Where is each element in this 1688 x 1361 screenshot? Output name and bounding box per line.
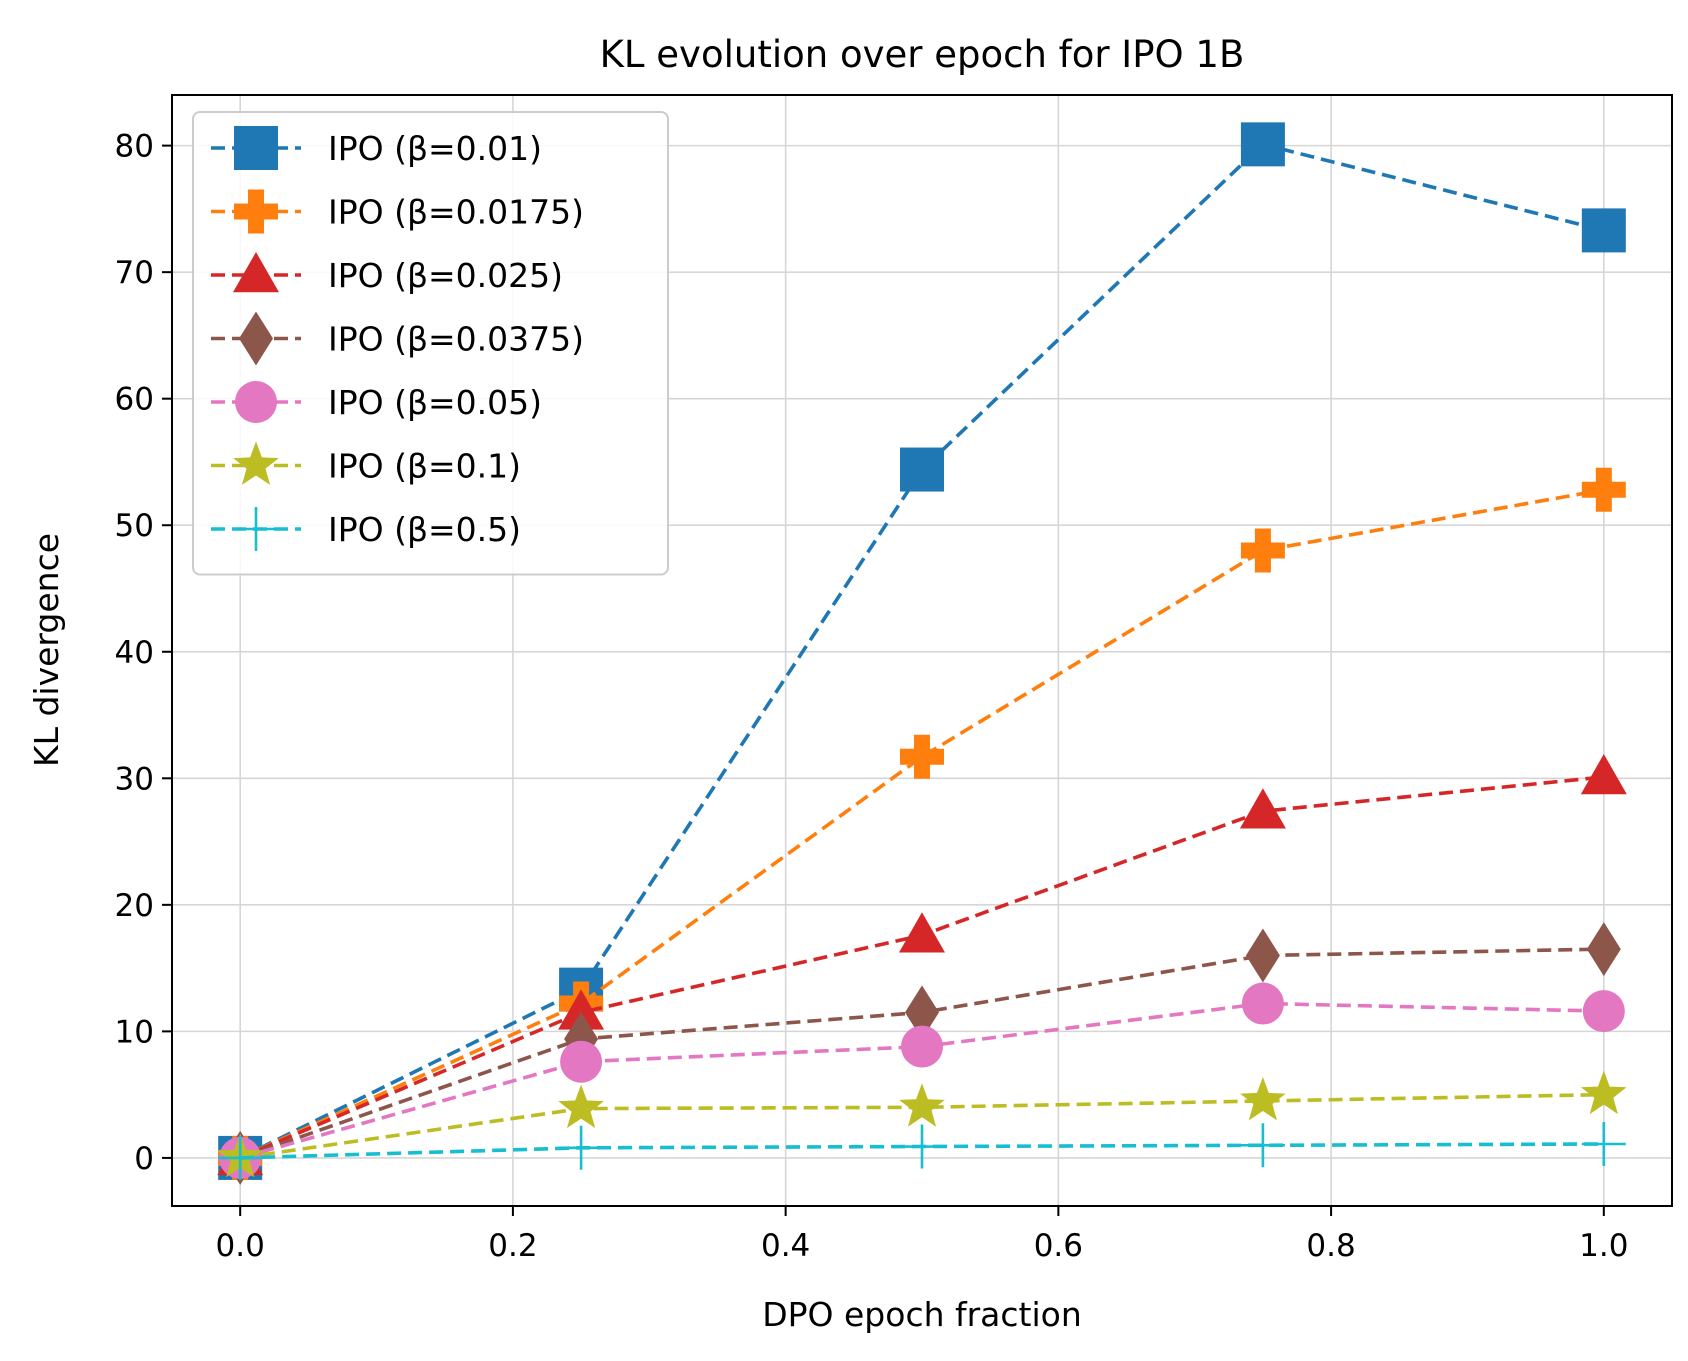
y-tick-label: 20 [115,888,154,924]
legend-label: IPO (β=0.01) [328,129,542,168]
legend-label: IPO (β=0.05) [328,383,542,422]
legend-entry: IPO (β=0.05) [211,381,542,423]
series-line [239,488,1605,1160]
x-tick-label: 0.4 [761,1228,810,1264]
data-point [559,1125,604,1170]
legend-entry: IPO (β=0.0175) [211,189,584,234]
data-point [560,1040,603,1083]
legend-entry: IPO (β=0.0375) [211,311,584,366]
chart-title: KL evolution over epoch for IPO 1B [600,33,1245,76]
legend-label: IPO (β=0.0375) [328,320,584,359]
legend-box [192,111,669,576]
series-line [239,142,1605,1160]
x-tick-label: 0.6 [1034,1228,1083,1264]
y-tick-label: 80 [115,129,154,165]
y-tick-label: 0 [134,1141,154,1177]
data-point [1240,122,1285,167]
legend-marker [239,311,273,366]
legend-entry: IPO (β=0.01) [211,126,542,170]
legend-marker [234,189,278,234]
legend-label: IPO (β=0.025) [328,256,563,295]
data-point [1582,990,1625,1033]
series-7 [218,1122,1626,1180]
data-point [1240,1123,1285,1168]
y-tick-label: 10 [115,1014,154,1050]
y-axis-label: KL divergence [27,533,66,767]
data-point [901,1025,943,1068]
x-tick-label: 0.0 [216,1228,265,1264]
data-point [558,989,605,1030]
y-tick-label: 30 [115,761,154,797]
data-point [905,985,939,1040]
legend-entry: IPO (β=0.1) [211,441,521,486]
data-point [899,1083,945,1127]
x-tick-label: 1.0 [1579,1228,1628,1264]
data-point [558,1084,604,1128]
x-axis-label: DPO epoch fraction [762,1295,1082,1334]
data-point [900,1124,944,1169]
data-point [1581,208,1626,253]
data-point [1241,982,1284,1025]
data-point [1581,1122,1626,1166]
legend-marker [235,381,277,423]
x-tick-label: 0.8 [1306,1228,1355,1264]
y-tick-label: 60 [115,382,154,418]
data-point [1581,1070,1627,1115]
legend-label: IPO (β=0.0175) [328,193,584,232]
legend-marker [233,441,279,485]
y-tick-label: 50 [115,508,154,544]
legend-label: IPO (β=0.5) [328,510,521,549]
legend-marker [234,126,278,170]
legend: IPO (β=0.01) IPO (β=0.0175) IPO (β=0.025) I… [192,111,669,576]
data-point [900,734,944,779]
y-tick-label: 70 [115,255,154,291]
plot-frame [171,94,1673,1207]
legend-label: IPO (β=0.1) [328,447,521,486]
legend-marker [234,507,278,551]
series-layer [217,122,1627,1185]
y-tick-label: 40 [115,635,154,671]
legend-entry: IPO (β=0.025) [211,252,563,295]
data-point [1245,928,1280,983]
data-point [1581,467,1626,512]
data-point [1239,788,1286,829]
data-point [218,1135,263,1180]
data-point [900,447,944,492]
data-point [1240,528,1285,573]
data-point [1586,922,1621,977]
data-point [1240,1077,1286,1121]
x-tick-label: 0.2 [488,1228,537,1264]
data-point [899,912,945,953]
axis-ticks: 0.0 0.2 0.4 0.6 0.8 1.0 0 10 20 30 40 50 60 70 80 [115,129,1629,1264]
data-point [1580,754,1627,795]
legend-marker [233,252,279,293]
legend-entry: IPO (β=0.5) [211,507,521,551]
